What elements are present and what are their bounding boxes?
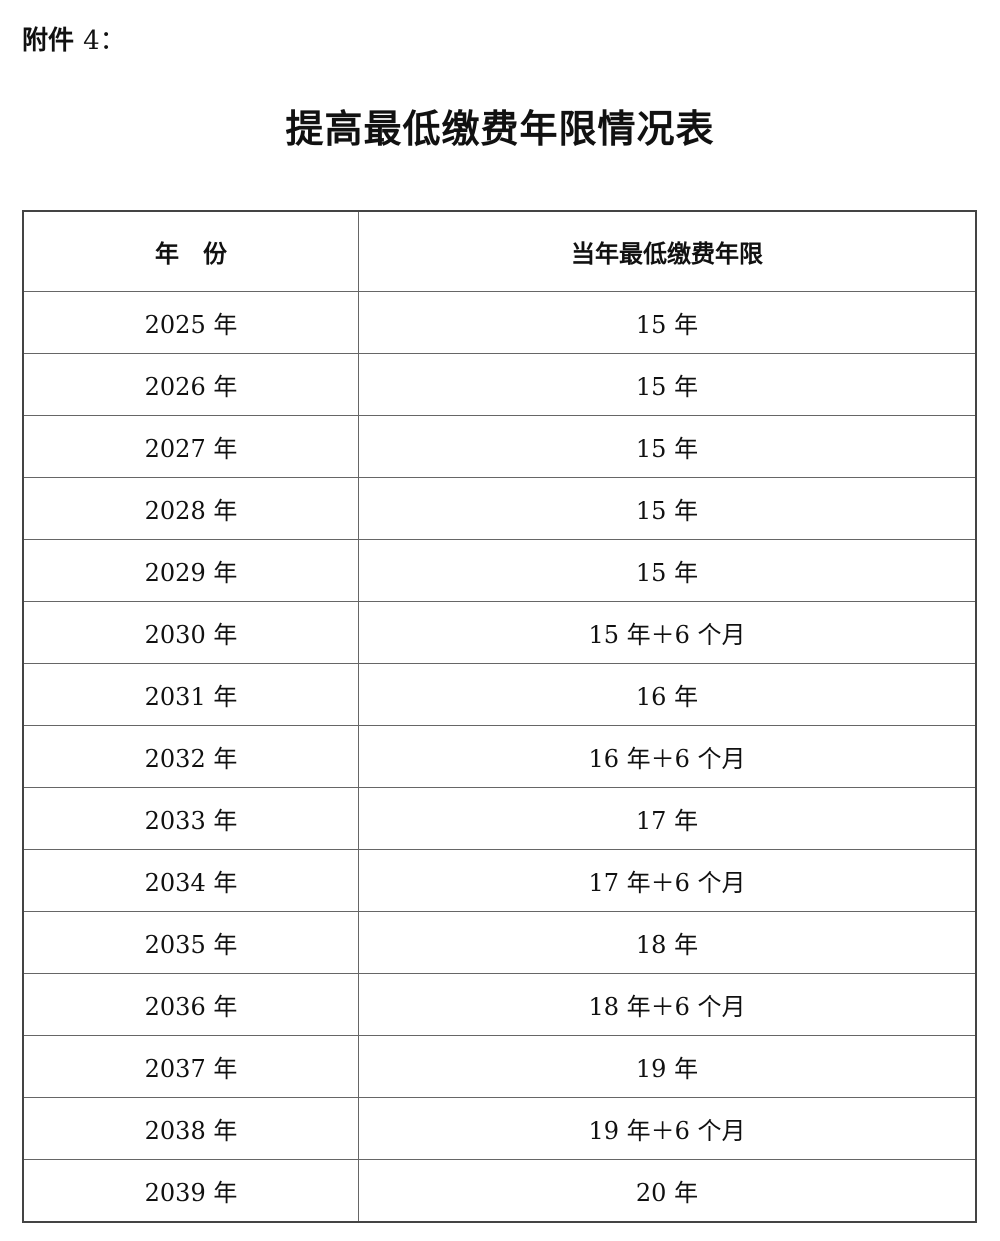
cell-year: 2033 年 [22,787,359,850]
cell-min-years: 15 年 [358,539,977,602]
cell-year: 2038 年 [22,1097,359,1160]
attachment-text: 附件 [22,26,75,56]
table-row: 2033 年 17 年 [22,787,977,850]
table-header-row: 年 份 当年最低缴费年限 [22,210,977,292]
table-row: 2030 年 15 年＋6 个月 [22,601,977,664]
cell-year: 2030 年 [22,601,359,664]
table-row: 2029 年 15 年 [22,539,977,602]
cell-year: 2037 年 [22,1035,359,1098]
cell-min-years: 18 年＋6 个月 [358,973,977,1036]
cell-min-years: 16 年 [358,663,977,726]
cell-min-years: 20 年 [358,1159,977,1223]
table-row: 2028 年 15 年 [22,477,977,540]
table-row: 2034 年 17 年＋6 个月 [22,849,977,912]
cell-year: 2031 年 [22,663,359,726]
table-row: 2025 年 15 年 [22,291,977,354]
table-row: 2026 年 15 年 [22,353,977,416]
page-title: 提高最低缴费年限情况表 [285,106,715,151]
cell-min-years: 17 年＋6 个月 [358,849,977,912]
cell-min-years: 15 年 [358,291,977,354]
attachment-label: 附件 4： [22,20,126,57]
cell-min-years: 19 年＋6 个月 [358,1097,977,1160]
header-year: 年 份 [22,210,359,292]
cell-year: 2035 年 [22,911,359,974]
cell-min-years: 18 年 [358,911,977,974]
cell-min-years: 19 年 [358,1035,977,1098]
table-row: 2031 年 16 年 [22,663,977,726]
cell-year: 2028 年 [22,477,359,540]
attachment-number: 4： [83,26,126,56]
table-row: 2039 年 20 年 [22,1159,977,1223]
cell-year: 2039 年 [22,1159,359,1223]
cell-year: 2026 年 [22,353,359,416]
cell-year: 2036 年 [22,973,359,1036]
cell-year: 2025 年 [22,291,359,354]
table-row: 2035 年 18 年 [22,911,977,974]
cell-year: 2029 年 [22,539,359,602]
cell-min-years: 15 年 [358,415,977,478]
cell-year: 2034 年 [22,849,359,912]
cell-min-years: 15 年 [358,477,977,540]
table-row: 2027 年 15 年 [22,415,977,478]
cell-year: 2032 年 [22,725,359,788]
table-row: 2038 年 19 年＋6 个月 [22,1097,977,1160]
header-min-years: 当年最低缴费年限 [358,210,977,292]
cell-min-years: 15 年＋6 个月 [358,601,977,664]
cell-year: 2027 年 [22,415,359,478]
table-row: 2036 年 18 年＋6 个月 [22,973,977,1036]
cell-min-years: 16 年＋6 个月 [358,725,977,788]
cell-min-years: 15 年 [358,353,977,416]
table-row: 2037 年 19 年 [22,1035,977,1098]
table-row: 2032 年 16 年＋6 个月 [22,725,977,788]
cell-min-years: 17 年 [358,787,977,850]
